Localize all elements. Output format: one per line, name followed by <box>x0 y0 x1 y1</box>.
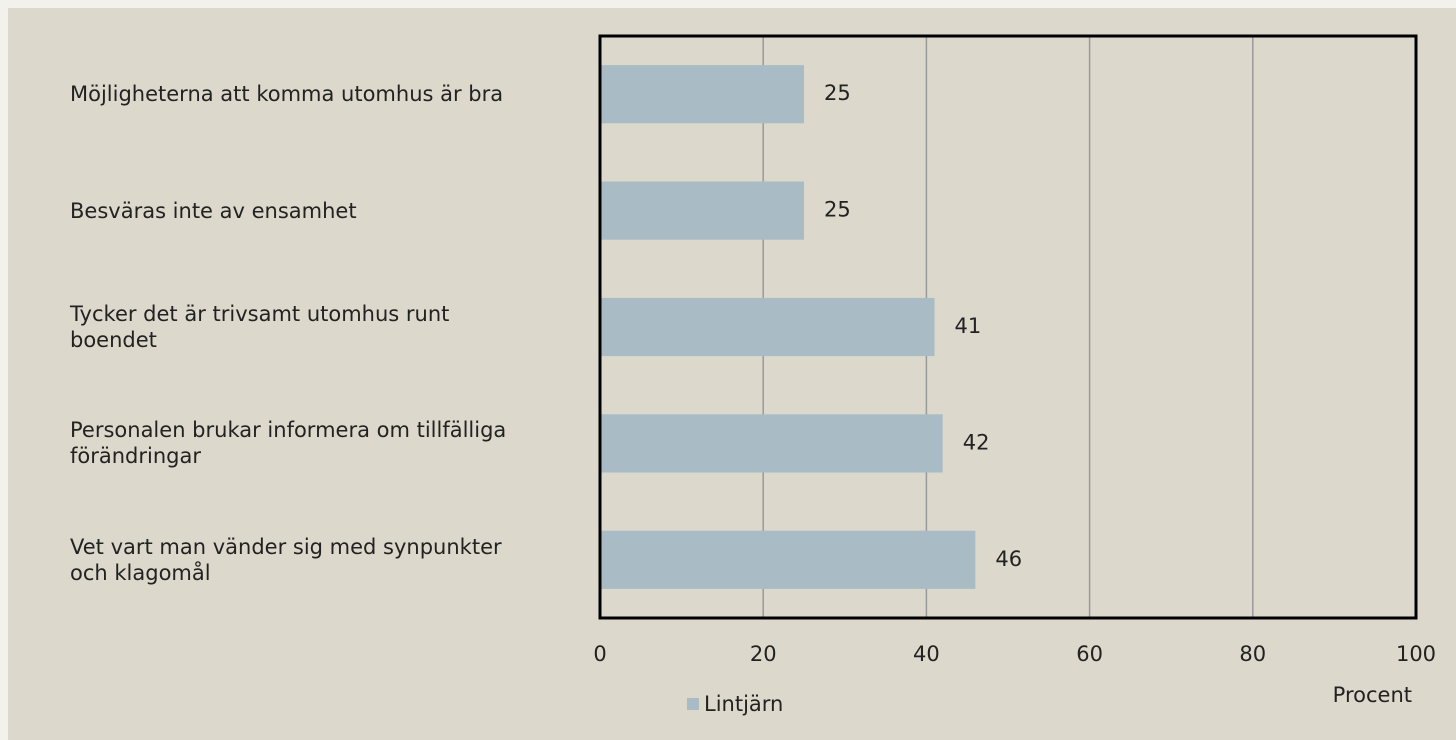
x-tick-label: 0 <box>593 642 606 666</box>
plot-border <box>598 34 1418 620</box>
x-tick-label: 20 <box>750 642 777 666</box>
y-tick-label: Besväras inte av ensamhet <box>70 198 357 223</box>
legend-label: Lintjärn <box>704 692 783 716</box>
data-label: 25 <box>824 198 851 222</box>
y-tick-label: Tycker det är trivsamt utomhus runt boen… <box>70 302 450 352</box>
bar <box>600 65 804 124</box>
data-label: 41 <box>955 314 982 338</box>
x-axis-label: Procent <box>1333 683 1412 707</box>
x-tick-label: 100 <box>1396 642 1436 666</box>
legend-swatch <box>687 698 699 710</box>
page: 0 20 40 60 80 100 25 25 41 42 46 Procent Lintjärn Mö… <box>8 8 1456 740</box>
bar <box>600 414 943 473</box>
chart: 0 20 40 60 80 100 25 25 41 42 46 Procent Lintjärn <box>593 34 1436 716</box>
bar <box>600 530 976 589</box>
data-label: 46 <box>995 547 1022 571</box>
x-tick-label: 60 <box>1076 642 1103 666</box>
x-tick-label: 80 <box>1239 642 1266 666</box>
x-tick-label: 40 <box>913 642 940 666</box>
y-tick-label: Möjligheterna att komma utomhus är bra <box>70 82 504 107</box>
data-label: 42 <box>963 430 990 454</box>
y-tick-label: Vet vart man vänder sig med synpunkter o… <box>70 534 502 585</box>
data-label: 25 <box>824 81 851 105</box>
y-tick-label: Personalen brukar informera om tillfälli… <box>70 418 507 469</box>
bar <box>600 181 804 240</box>
bar <box>600 297 935 357</box>
